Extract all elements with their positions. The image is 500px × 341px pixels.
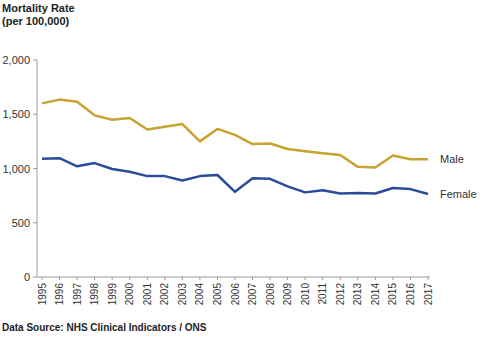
x-tick (428, 277, 429, 280)
x-tick (270, 277, 271, 280)
series-line (42, 100, 428, 168)
x-tick-label: 2016 (405, 283, 416, 306)
x-tick-label: 2004 (194, 283, 205, 306)
x-tick-label: 2009 (282, 283, 293, 306)
x-tick-label: 2014 (370, 283, 381, 306)
y-tick-label: 0 (24, 271, 30, 283)
x-tick-label: 2012 (335, 283, 346, 306)
x-tick (164, 277, 165, 280)
y-tick (33, 222, 37, 223)
x-tick-label: 2017 (423, 283, 434, 306)
x-tick-label: 2015 (387, 283, 398, 306)
x-tick (182, 277, 183, 280)
title: Mortality Rate (2, 2, 75, 14)
x-tick-label: 1996 (54, 283, 65, 306)
annotation: Data Source: NHS Clinical Indicators / O… (2, 322, 207, 333)
x-axis (37, 277, 430, 278)
x-tick-label: 2006 (230, 283, 241, 306)
x-tick-label: 2000 (124, 283, 135, 306)
x-tick (199, 277, 200, 280)
x-tick (59, 277, 60, 280)
x-tick-label: 2003 (177, 283, 188, 306)
x-tick (147, 277, 148, 280)
x-tick-label: 1998 (89, 283, 100, 306)
x-tick (235, 277, 236, 280)
x-tick (357, 277, 358, 280)
x-tick-label: 2002 (159, 283, 170, 306)
x-tick (322, 277, 323, 280)
series-line (42, 158, 428, 194)
plot-area (42, 100, 428, 194)
x-tick (392, 277, 393, 280)
x-tick (410, 277, 411, 280)
x-tick-label: 2013 (352, 283, 363, 306)
series-label: Male (440, 153, 464, 165)
x-tick-label: 1997 (72, 283, 83, 306)
x-tick (217, 277, 218, 280)
subtitle: (per 100,000) (2, 15, 70, 27)
x-tick (129, 277, 130, 280)
x-tick-label: 2001 (142, 283, 153, 306)
x-tick-label: 2010 (300, 283, 311, 306)
x-tick (94, 277, 95, 280)
y-tick-label: 2,000 (2, 54, 30, 66)
x-tick-label: 1999 (107, 283, 118, 306)
y-tick-label: 1,000 (2, 163, 30, 175)
x-tick (340, 277, 341, 280)
x-tick (112, 277, 113, 280)
y-axis (37, 60, 38, 277)
y-tick (33, 168, 37, 169)
x-tick (375, 277, 376, 280)
x-tick (77, 277, 78, 280)
chart: Mortality Rate(per 100,000) 0 500 1,000 1,50… (0, 0, 500, 341)
y-tick-label: 500 (12, 217, 30, 229)
series-label: Female (440, 188, 477, 200)
x-tick (42, 277, 43, 280)
x-tick-label: 2007 (247, 283, 258, 306)
x-tick (252, 277, 253, 280)
x-tick-label: 1995 (37, 283, 48, 306)
y-tick (33, 114, 37, 115)
x-tick (287, 277, 288, 280)
y-tick-label: 1,500 (2, 108, 30, 120)
x-tick-label: 2005 (212, 283, 223, 306)
x-tick (305, 277, 306, 280)
x-tick-label: 2008 (265, 283, 276, 306)
x-tick-label: 2011 (317, 283, 328, 305)
y-tick (33, 60, 37, 61)
y-tick (33, 277, 37, 278)
